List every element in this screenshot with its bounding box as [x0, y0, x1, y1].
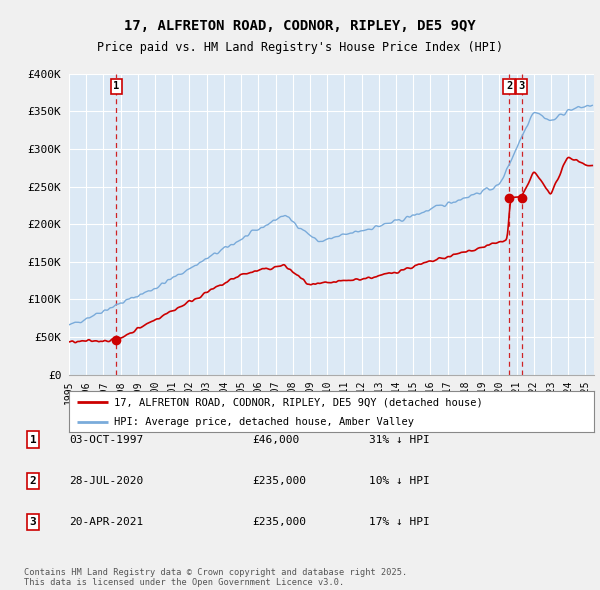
- Text: Price paid vs. HM Land Registry's House Price Index (HPI): Price paid vs. HM Land Registry's House …: [97, 41, 503, 54]
- Text: 17, ALFRETON ROAD, CODNOR, RIPLEY, DE5 9QY (detached house): 17, ALFRETON ROAD, CODNOR, RIPLEY, DE5 9…: [113, 397, 482, 407]
- Text: 2: 2: [29, 476, 37, 486]
- Text: £235,000: £235,000: [252, 517, 306, 527]
- Text: 3: 3: [29, 517, 37, 527]
- Text: 17% ↓ HPI: 17% ↓ HPI: [369, 517, 430, 527]
- Text: HPI: Average price, detached house, Amber Valley: HPI: Average price, detached house, Ambe…: [113, 417, 413, 427]
- Text: 31% ↓ HPI: 31% ↓ HPI: [369, 435, 430, 444]
- Text: 10% ↓ HPI: 10% ↓ HPI: [369, 476, 430, 486]
- Text: 3: 3: [518, 81, 525, 91]
- Text: 1: 1: [113, 81, 119, 91]
- Text: 1: 1: [29, 435, 37, 444]
- Text: 03-OCT-1997: 03-OCT-1997: [69, 435, 143, 444]
- Text: Contains HM Land Registry data © Crown copyright and database right 2025.
This d: Contains HM Land Registry data © Crown c…: [24, 568, 407, 587]
- Text: 17, ALFRETON ROAD, CODNOR, RIPLEY, DE5 9QY: 17, ALFRETON ROAD, CODNOR, RIPLEY, DE5 9…: [124, 19, 476, 33]
- Text: £46,000: £46,000: [252, 435, 299, 444]
- Text: 28-JUL-2020: 28-JUL-2020: [69, 476, 143, 486]
- Text: 2: 2: [506, 81, 512, 91]
- Text: 20-APR-2021: 20-APR-2021: [69, 517, 143, 527]
- Text: £235,000: £235,000: [252, 476, 306, 486]
